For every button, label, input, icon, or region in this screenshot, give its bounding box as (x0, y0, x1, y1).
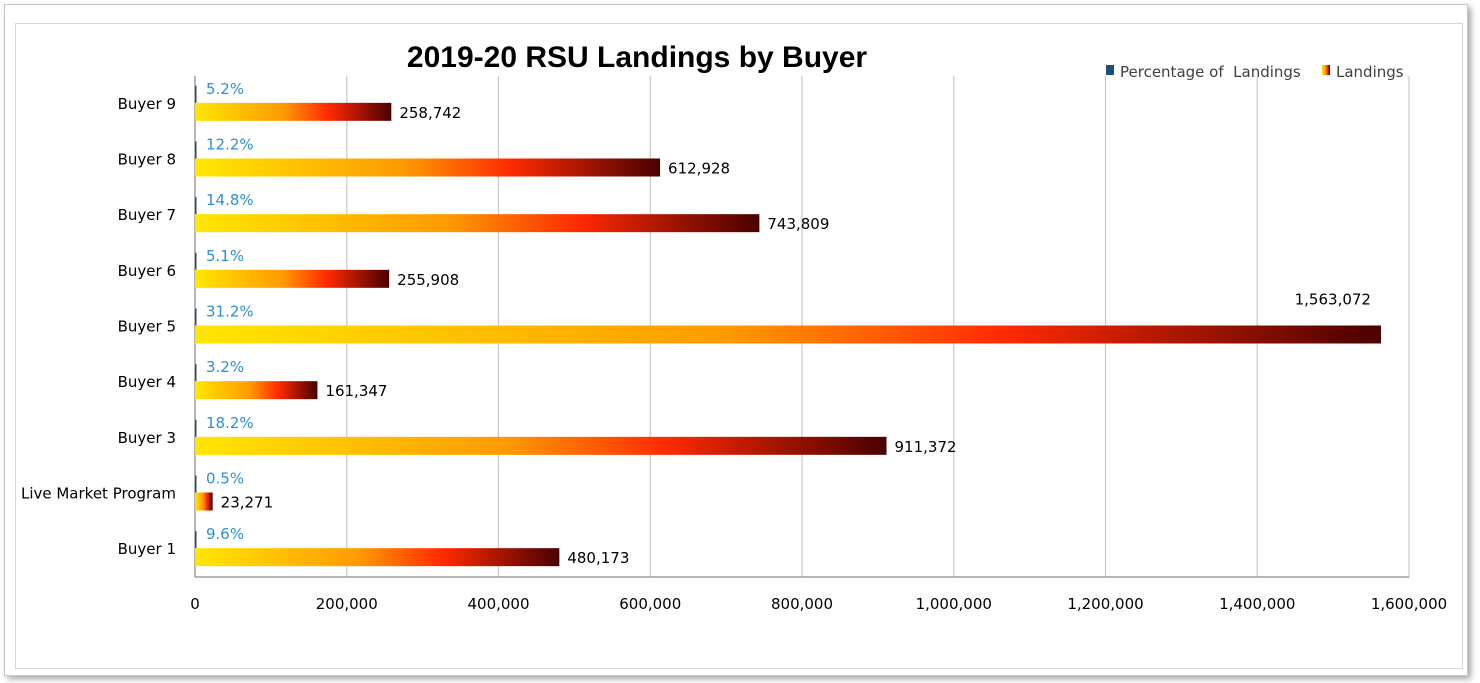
landings-data-label: 911,372 (895, 438, 957, 456)
bars (195, 86, 1381, 566)
category-label: Live Market Program (21, 485, 176, 503)
x-tick-label: 400,000 (467, 595, 529, 613)
category-label: Buyer 6 (118, 262, 176, 280)
percentage-bar (195, 364, 197, 381)
percentage-bar (195, 420, 197, 437)
landings-bar (195, 103, 391, 121)
percentage-bar (195, 142, 197, 159)
x-tick-label: 200,000 (316, 595, 378, 613)
category-labels: Buyer 9 Buyer 8 Buyer 7 Buyer 6 Buyer 5 Buyer… (21, 95, 176, 558)
legend: Percentage of Landings Landings (1106, 63, 1404, 81)
landings-bar (195, 270, 389, 288)
category-label: Buyer 7 (118, 206, 176, 224)
x-tick-label: 0 (190, 595, 200, 613)
x-tick-label: 600,000 (619, 595, 681, 613)
x-tick-label: 1,600,000 (1371, 595, 1447, 613)
percentage-data-label: 18.2% (206, 414, 254, 432)
x-tick-label: 1,200,000 (1067, 595, 1143, 613)
percentage-bar (195, 476, 197, 493)
landings-data-label: 480,173 (567, 549, 629, 567)
landings-bar (195, 493, 213, 511)
landings-bar (195, 437, 887, 455)
percentage-data-label: 3.2% (206, 358, 244, 376)
percentage-data-label: 0.5% (206, 470, 244, 488)
category-label: Buyer 8 (118, 151, 176, 169)
percentage-data-label: 9.6% (206, 525, 244, 543)
landings-bar (195, 159, 660, 177)
legend-label-landings: Landings (1336, 63, 1404, 81)
landings-bar (195, 214, 759, 232)
percentage-labels: 5.2% 12.2% 14.8% 5.1% 31.2% 3.2% 18.2% 0.5% 9.6% (206, 80, 254, 543)
landings-bar (195, 381, 317, 399)
percentage-data-label: 5.2% (206, 80, 244, 98)
category-label: Buyer 4 (118, 373, 176, 391)
landings-data-label: 743,809 (767, 215, 829, 233)
landings-data-label: 612,928 (668, 160, 730, 178)
landings-data-label: 258,742 (399, 104, 461, 122)
percentage-bar (195, 86, 197, 103)
x-tick-label: 800,000 (771, 595, 833, 613)
landings-bar (195, 548, 559, 566)
x-axis-tick-labels: 0 200,000 400,000 600,000 800,000 1,000,000 1,… (190, 595, 1447, 613)
percentage-data-label: 12.2% (206, 136, 254, 154)
x-tick-label: 1,000,000 (916, 595, 992, 613)
landings-bar (195, 326, 1381, 344)
landings-data-label: 161,347 (325, 382, 387, 400)
percentage-bar (195, 197, 197, 214)
category-label: Buyer 9 (118, 95, 176, 113)
category-label: Buyer 5 (118, 318, 176, 336)
legend-swatch-percentage (1106, 65, 1114, 75)
chart-title: 2019-20 RSU Landings by Buyer (407, 41, 867, 74)
landings-data-label: 1,563,072 (1295, 291, 1371, 309)
percentage-bar (195, 253, 197, 270)
percentage-data-label: 31.2% (206, 303, 254, 321)
landings-data-label: 255,908 (397, 271, 459, 289)
legend-swatch-landings (1322, 65, 1330, 75)
landings-data-label: 23,271 (221, 494, 273, 512)
percentage-bar (195, 531, 197, 548)
category-label: Buyer 3 (118, 429, 176, 447)
percentage-bar (195, 309, 197, 326)
category-label: Buyer 1 (118, 540, 176, 558)
percentage-data-label: 5.1% (206, 247, 244, 265)
x-tick-label: 1,400,000 (1219, 595, 1295, 613)
legend-label-percentage: Percentage of Landings (1120, 63, 1301, 81)
percentage-data-label: 14.8% (206, 191, 254, 209)
